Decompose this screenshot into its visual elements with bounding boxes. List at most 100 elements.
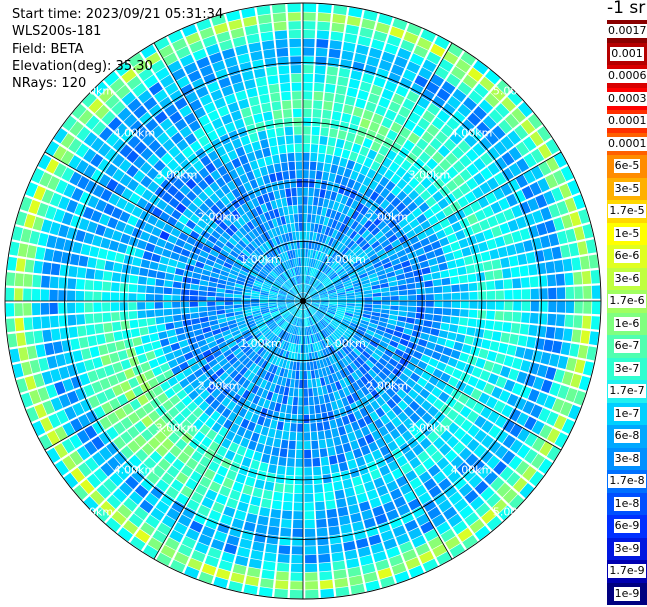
beta-cell [501,152,515,166]
beta-cell [271,181,279,191]
beta-cell [317,310,325,316]
beta-cell [386,546,401,559]
beta-cell [123,520,139,535]
beta-cell [402,69,417,82]
beta-cell [422,558,438,572]
beta-cell [292,108,302,118]
beta-cell [416,288,425,295]
beta-cell [334,315,343,321]
beta-cell [316,360,321,369]
beta-cell [376,485,389,497]
beta-cell [306,258,310,267]
beta-cell [382,472,395,484]
beta-cell [467,438,480,452]
beta-cell [521,301,531,312]
beta-cell [271,228,278,237]
beta-cell [325,282,333,288]
beta-cell [331,373,339,382]
beta-cell [251,228,260,238]
beta-cell [466,163,479,176]
beta-cell [92,81,108,97]
beta-cell [111,510,127,526]
beta-cell [252,541,265,552]
beta-cell [168,406,180,418]
beta-cell [341,50,354,61]
beta-cell [279,289,288,294]
beta-cell [573,194,586,210]
beta-cell [32,420,46,436]
beta-cell [461,247,472,257]
beta-cell [242,400,252,410]
beta-field-cells [5,3,601,599]
beta-cell [303,135,311,144]
beta-cell [269,292,278,296]
beta-cell [447,233,458,244]
beta-cell [203,186,214,197]
beta-cell [350,440,360,451]
beta-cell [557,355,569,370]
beta-cell [308,258,312,267]
beta-cell [441,277,451,286]
beta-cell [42,262,52,275]
beta-cell [95,259,106,270]
beta-cell [105,94,120,109]
beta-cell [236,445,247,456]
beta-cell [319,305,328,309]
beta-cell [366,56,380,67]
beta-cell [268,137,278,147]
beta-cell [260,360,268,369]
beta-cell [230,344,240,353]
beta-cell [392,368,402,378]
beta-cell [404,347,415,356]
beta-cell [522,400,535,415]
beta-cell [209,319,219,326]
beta-cell [423,348,434,357]
beta-cell [303,275,306,284]
beta-cell [474,232,486,243]
beta-cell [311,302,320,306]
beta-cell [306,327,309,336]
beta-cell [235,258,244,266]
beta-cell [347,384,356,394]
beta-cell [234,118,245,130]
beta-cell [227,150,238,161]
beta-cell [359,216,369,226]
beta-cell [123,254,134,265]
beta-cell [500,332,511,343]
beta-cell [304,476,313,485]
beta-cell [85,324,96,336]
beta-cell [311,295,320,299]
beta-cell [260,233,268,243]
beta-cell [306,222,311,232]
beta-cell [131,206,143,218]
beta-cell [143,74,159,89]
beta-cell [204,405,215,417]
beta-cell [263,111,273,121]
beta-cell [331,275,340,282]
beta-cell [507,178,521,192]
beta-cell [281,162,289,172]
beta-cell [454,498,469,512]
beta-cell [365,403,375,414]
beta-cell [134,484,149,499]
beta-cell [368,93,380,104]
beta-cell [14,303,23,317]
beta-cell [502,488,518,504]
beta-cell [285,378,291,387]
beta-cell [421,400,432,412]
beta-cell [152,366,163,377]
beta-cell [183,384,194,395]
beta-cell [237,386,246,397]
beta-cell [301,292,303,301]
beta-cell [408,301,417,306]
beta-cell [359,555,374,566]
beta-cell [216,210,227,221]
beta-cell [363,286,372,291]
beta-cell [233,453,244,465]
beta-cell [297,309,301,318]
beta-cell [90,210,103,223]
beta-cell [360,276,369,282]
beta-cell [267,526,280,536]
beta-cell [489,249,500,260]
beta-cell [415,406,427,418]
